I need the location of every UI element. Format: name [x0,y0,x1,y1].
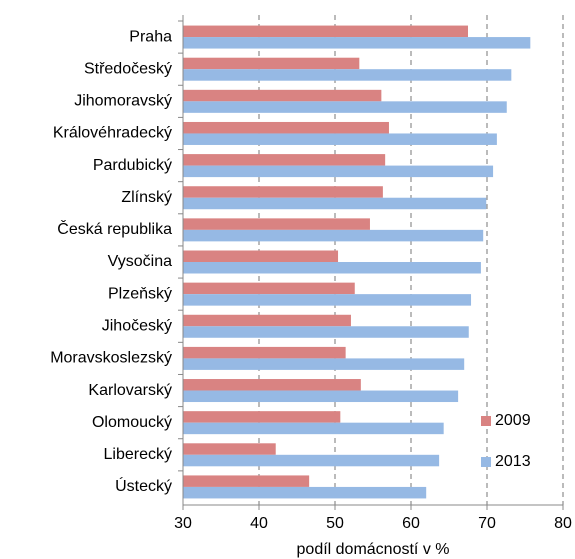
y-tick-label: Olomoucký [92,414,172,431]
y-tick-label: Jihočeský [102,317,172,334]
bar [183,326,469,338]
bar [183,379,361,391]
y-tick-label: Liberecký [104,446,172,463]
bar [183,294,472,306]
bar [183,25,468,38]
y-tick-label: Zlínský [121,189,172,206]
y-tick-label: Karlovarský [88,382,172,399]
bar [183,346,346,359]
bar [183,411,341,423]
bar [183,486,427,499]
bar [183,57,360,70]
legend-label: 2013 [495,453,531,470]
y-tick-label: Středočeský [84,60,172,77]
bar [183,358,465,370]
bar [183,282,355,295]
bar [183,390,459,403]
bar [183,262,481,274]
x-tick-label: 70 [478,515,496,532]
bar [183,186,383,198]
y-tick-label: Česká republika [57,219,172,238]
bar [183,218,370,230]
bar [183,121,389,134]
y-tick-label: Královéhradecký [53,125,172,142]
x-tick-label: 60 [402,515,420,532]
y-tick-label: Plzeňský [108,285,172,302]
bar [183,69,512,81]
bar [183,314,351,327]
bar [183,154,386,166]
y-tick-label: Ústecký [115,476,172,495]
bar [183,454,440,467]
y-tick-label: Moravskoslezský [50,350,172,367]
y-tick-label: Pardubický [93,157,172,174]
bar [183,37,531,49]
y-tick-label: Vysočina [108,253,172,270]
bar [183,475,310,487]
x-tick-label: 40 [250,515,268,532]
legend-label: 2009 [495,412,531,429]
bar [183,133,497,145]
legend-swatch [481,416,491,426]
y-tick-label: Jihomoravský [74,93,172,110]
bar [183,165,494,178]
x-tick-label: 80 [554,515,572,532]
bar [183,422,444,435]
y-tick-label: Praha [129,28,172,45]
bar [183,101,507,113]
bar [183,250,339,262]
bar [183,197,487,210]
x-axis-label: podíl domácností v % [297,541,450,558]
x-tick-label: 50 [326,515,344,532]
bar [183,89,382,102]
x-tick-label: 30 [174,515,192,532]
bar [183,229,484,242]
bar [183,443,276,455]
legend-swatch [481,457,491,467]
